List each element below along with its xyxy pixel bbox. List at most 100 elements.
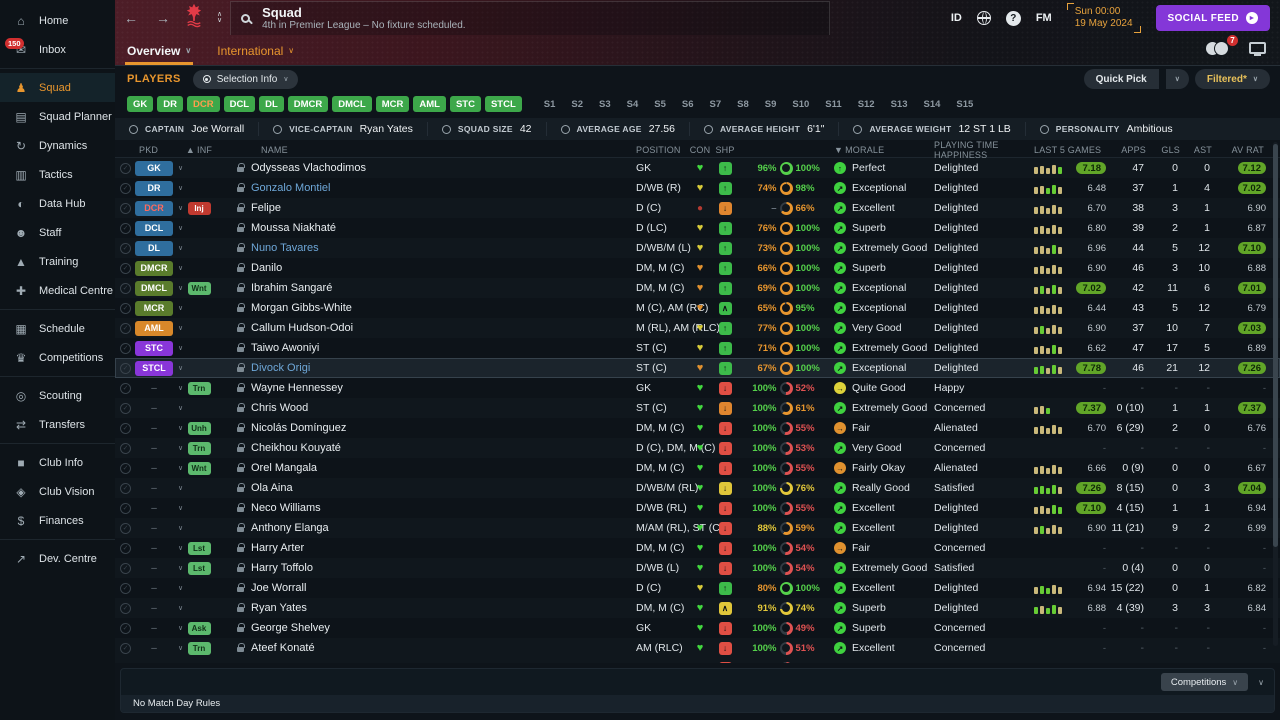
slot-s1[interactable]: S1 [543,98,556,110]
player-row[interactable]: ✓ – ∨ Lst Harry Toffolo D/WB (L) ♥ ↓ 100% 54% ↗ Ext… [115,558,1280,578]
player-name[interactable]: Wayne Hennessey [251,382,343,394]
player-row[interactable]: ✓ – ∨ Trn Cheikhou Kouyaté D (C), DM, M (C) ♥ ↓… [115,438,1280,458]
vertical-scrollbar[interactable] [1273,142,1278,646]
position-filter-dcl[interactable]: DCL [223,96,256,112]
back-arrow-icon[interactable]: ← [124,10,138,26]
player-name[interactable]: Danilo [251,262,283,274]
chevron-down-icon[interactable]: ∨ [178,645,184,652]
player-name[interactable]: Ryan Yates [251,602,307,614]
row-check-icon[interactable]: ✓ [120,182,131,194]
col-avrat[interactable]: AV RAT [1231,145,1264,155]
selection-info-button[interactable]: Selection Info ∨ [192,69,299,89]
chevron-down-icon[interactable]: ∨ [178,565,184,572]
position-badge[interactable]: DMCL [135,280,173,296]
position-badge[interactable]: DR [135,180,173,196]
row-check-icon[interactable]: ✓ [120,202,131,214]
chevron-down-icon[interactable]: ∨ [178,605,184,612]
sidebar-item-dev-centre[interactable]: ↗ Dev. Centre [0,544,115,573]
slot-s14[interactable]: S14 [923,98,941,110]
monitor-icon[interactable] [1249,42,1266,56]
player-row[interactable]: ✓ GK ∨ Odysseas Vlachodimos GK ♥ ↑ 96% 100% ↑ Perf… [115,158,1280,178]
sidebar-item-dynamics[interactable]: ↻ Dynamics [0,131,115,160]
slot-s5[interactable]: S5 [654,98,666,110]
slot-s11[interactable]: S11 [825,98,842,110]
player-row[interactable]: ✓ AML ∨ Callum Hudson-Odoi M (RL), AM (RLC) ♥… [115,318,1280,338]
position-badge[interactable]: DMCR [135,260,173,276]
club-crest-icon[interactable] [185,3,203,33]
collapse-panel-icon[interactable]: ∨ [1258,677,1264,687]
row-check-icon[interactable]: ✓ [120,302,131,314]
col-shp[interactable]: SHP [715,145,735,155]
position-filter-dmcl[interactable]: DMCL [332,96,372,112]
chevron-down-icon[interactable]: ∨ [178,465,184,472]
sidebar-item-squad-planner[interactable]: ▤ Squad Planner [0,102,115,131]
filter-button[interactable]: Filtered* ∨ [1194,69,1270,89]
row-check-icon[interactable]: ✓ [120,162,131,174]
player-name[interactable]: Harry Toffolo [251,562,313,574]
row-check-icon[interactable]: ✓ [120,562,131,574]
competitions-dropdown[interactable]: Competitions ∨ [1160,673,1249,691]
slot-s7[interactable]: S7 [709,98,722,110]
player-name[interactable]: Moussa Niakhaté [251,222,336,234]
world-icon[interactable] [976,11,991,25]
sidebar-item-staff[interactable]: ☻ Staff [0,218,115,247]
scrollbar-thumb[interactable] [1273,144,1278,548]
player-row[interactable]: ✓ – ∨ Ola Aina D/WB/M (RL) ♥ ↓ 100% 76% ↗ Really G… [115,478,1280,498]
player-row[interactable]: ✓ – ∨ Chris Wood ST (C) ♥ ↓ 100% 61% ↗ Extremely G… [115,398,1280,418]
tab-overview[interactable]: Overview ∨ [124,36,194,65]
screen-cycle-icon[interactable]: ∧ ∨ [217,11,223,24]
player-name[interactable]: Ibrahim Sangaré [251,282,333,294]
sidebar-item-finances[interactable]: $ Finances [0,506,115,535]
player-name[interactable]: Callum Hudson-Odoi [251,322,354,334]
row-check-icon[interactable]: ✓ [120,582,131,594]
position-badge[interactable]: DCR [135,200,173,216]
row-check-icon[interactable]: ✓ [120,322,131,334]
position-filter-mcr[interactable]: MCR [375,96,410,112]
col-morale[interactable]: ▼ MORALE [834,145,885,155]
slot-s2[interactable]: S2 [571,98,584,110]
chevron-down-icon[interactable]: ∨ [178,425,184,432]
position-filter-stc[interactable]: STC [449,96,481,112]
help-icon[interactable]: ? [1005,10,1021,26]
slot-s3[interactable]: S3 [599,98,611,110]
player-row[interactable]: ✓ – ∨ Neco Williams D/WB (RL) ♥ ↓ 100% 55% ↗ Excel… [115,498,1280,518]
player-row[interactable]: ✓ DMCL ∨ Wnt Ibrahim Sangaré DM, M (C) ♥ ↑ 69% 10… [115,278,1280,298]
manager-avatar[interactable]: 7 [1205,35,1238,57]
col-last5[interactable]: LAST 5 GAMES [1034,145,1102,155]
player-row[interactable]: ✓ MCR ∨ Morgan Gibbs-White M (C), AM (RC) ♥ ∧ 6… [115,298,1280,318]
chevron-down-icon[interactable]: ∨ [178,285,184,292]
chevron-down-icon[interactable]: ∨ [178,385,184,392]
player-row[interactable]: ✓ – ∨ Anthony Elanga M/AM (RL), ST (C) ♥ ↓ 88% 5… [115,518,1280,538]
row-check-icon[interactable]: ✓ [120,282,131,294]
player-name[interactable]: Ola Aina [251,482,293,494]
chevron-down-icon[interactable]: ∨ [178,185,184,192]
player-name[interactable]: Ateef Konaté [251,642,315,654]
sidebar-item-training[interactable]: ▲ Training [0,247,115,276]
player-row[interactable]: ✓ DCR ∨ Inj Felipe D (C) ● ↓ – 66% ↗ Excellent Delig… [115,198,1280,218]
player-name[interactable]: Felipe [251,202,281,214]
sidebar-item-club-info[interactable]: ■ Club Info [0,448,115,477]
slot-s6[interactable]: S6 [681,98,694,110]
player-name[interactable]: Harry Arter [251,542,305,554]
slot-s12[interactable]: S12 [857,98,875,110]
chevron-down-icon[interactable]: ∨ [178,205,184,212]
player-name[interactable]: Gonzalo Montiel [251,182,331,194]
col-name[interactable]: NAME [261,145,288,155]
position-filter-aml[interactable]: AML [413,96,446,112]
row-check-icon[interactable]: ✓ [120,422,131,434]
sidebar-item-schedule[interactable]: ▦ Schedule [0,314,115,343]
sidebar-item-club-vision[interactable]: ◈ Club Vision [0,477,115,506]
row-check-icon[interactable]: ✓ [120,242,131,254]
player-name[interactable]: Joe Worrall [251,582,307,594]
slot-s10[interactable]: S10 [792,98,810,110]
col-inf[interactable]: ▲ INF [185,145,213,155]
player-name[interactable]: Odysseas Vlachodimos [251,162,366,174]
player-row[interactable]: ✓ – ∨ Unh Nicolás Domínguez DM, M (C) ♥ ↓ 100% 55… [115,418,1280,438]
sidebar-item-competitions[interactable]: ♛ Competitions [0,343,115,372]
position-filter-dcr[interactable]: DCR [186,96,220,112]
col-gls[interactable]: GLS [1161,145,1180,155]
col-pkd[interactable]: PKD [139,145,159,155]
player-name[interactable]: Cheikhou Kouyaté [251,442,341,454]
position-filter-dr[interactable]: DR [157,96,183,112]
player-name[interactable]: Morgan Gibbs-White [251,302,352,314]
